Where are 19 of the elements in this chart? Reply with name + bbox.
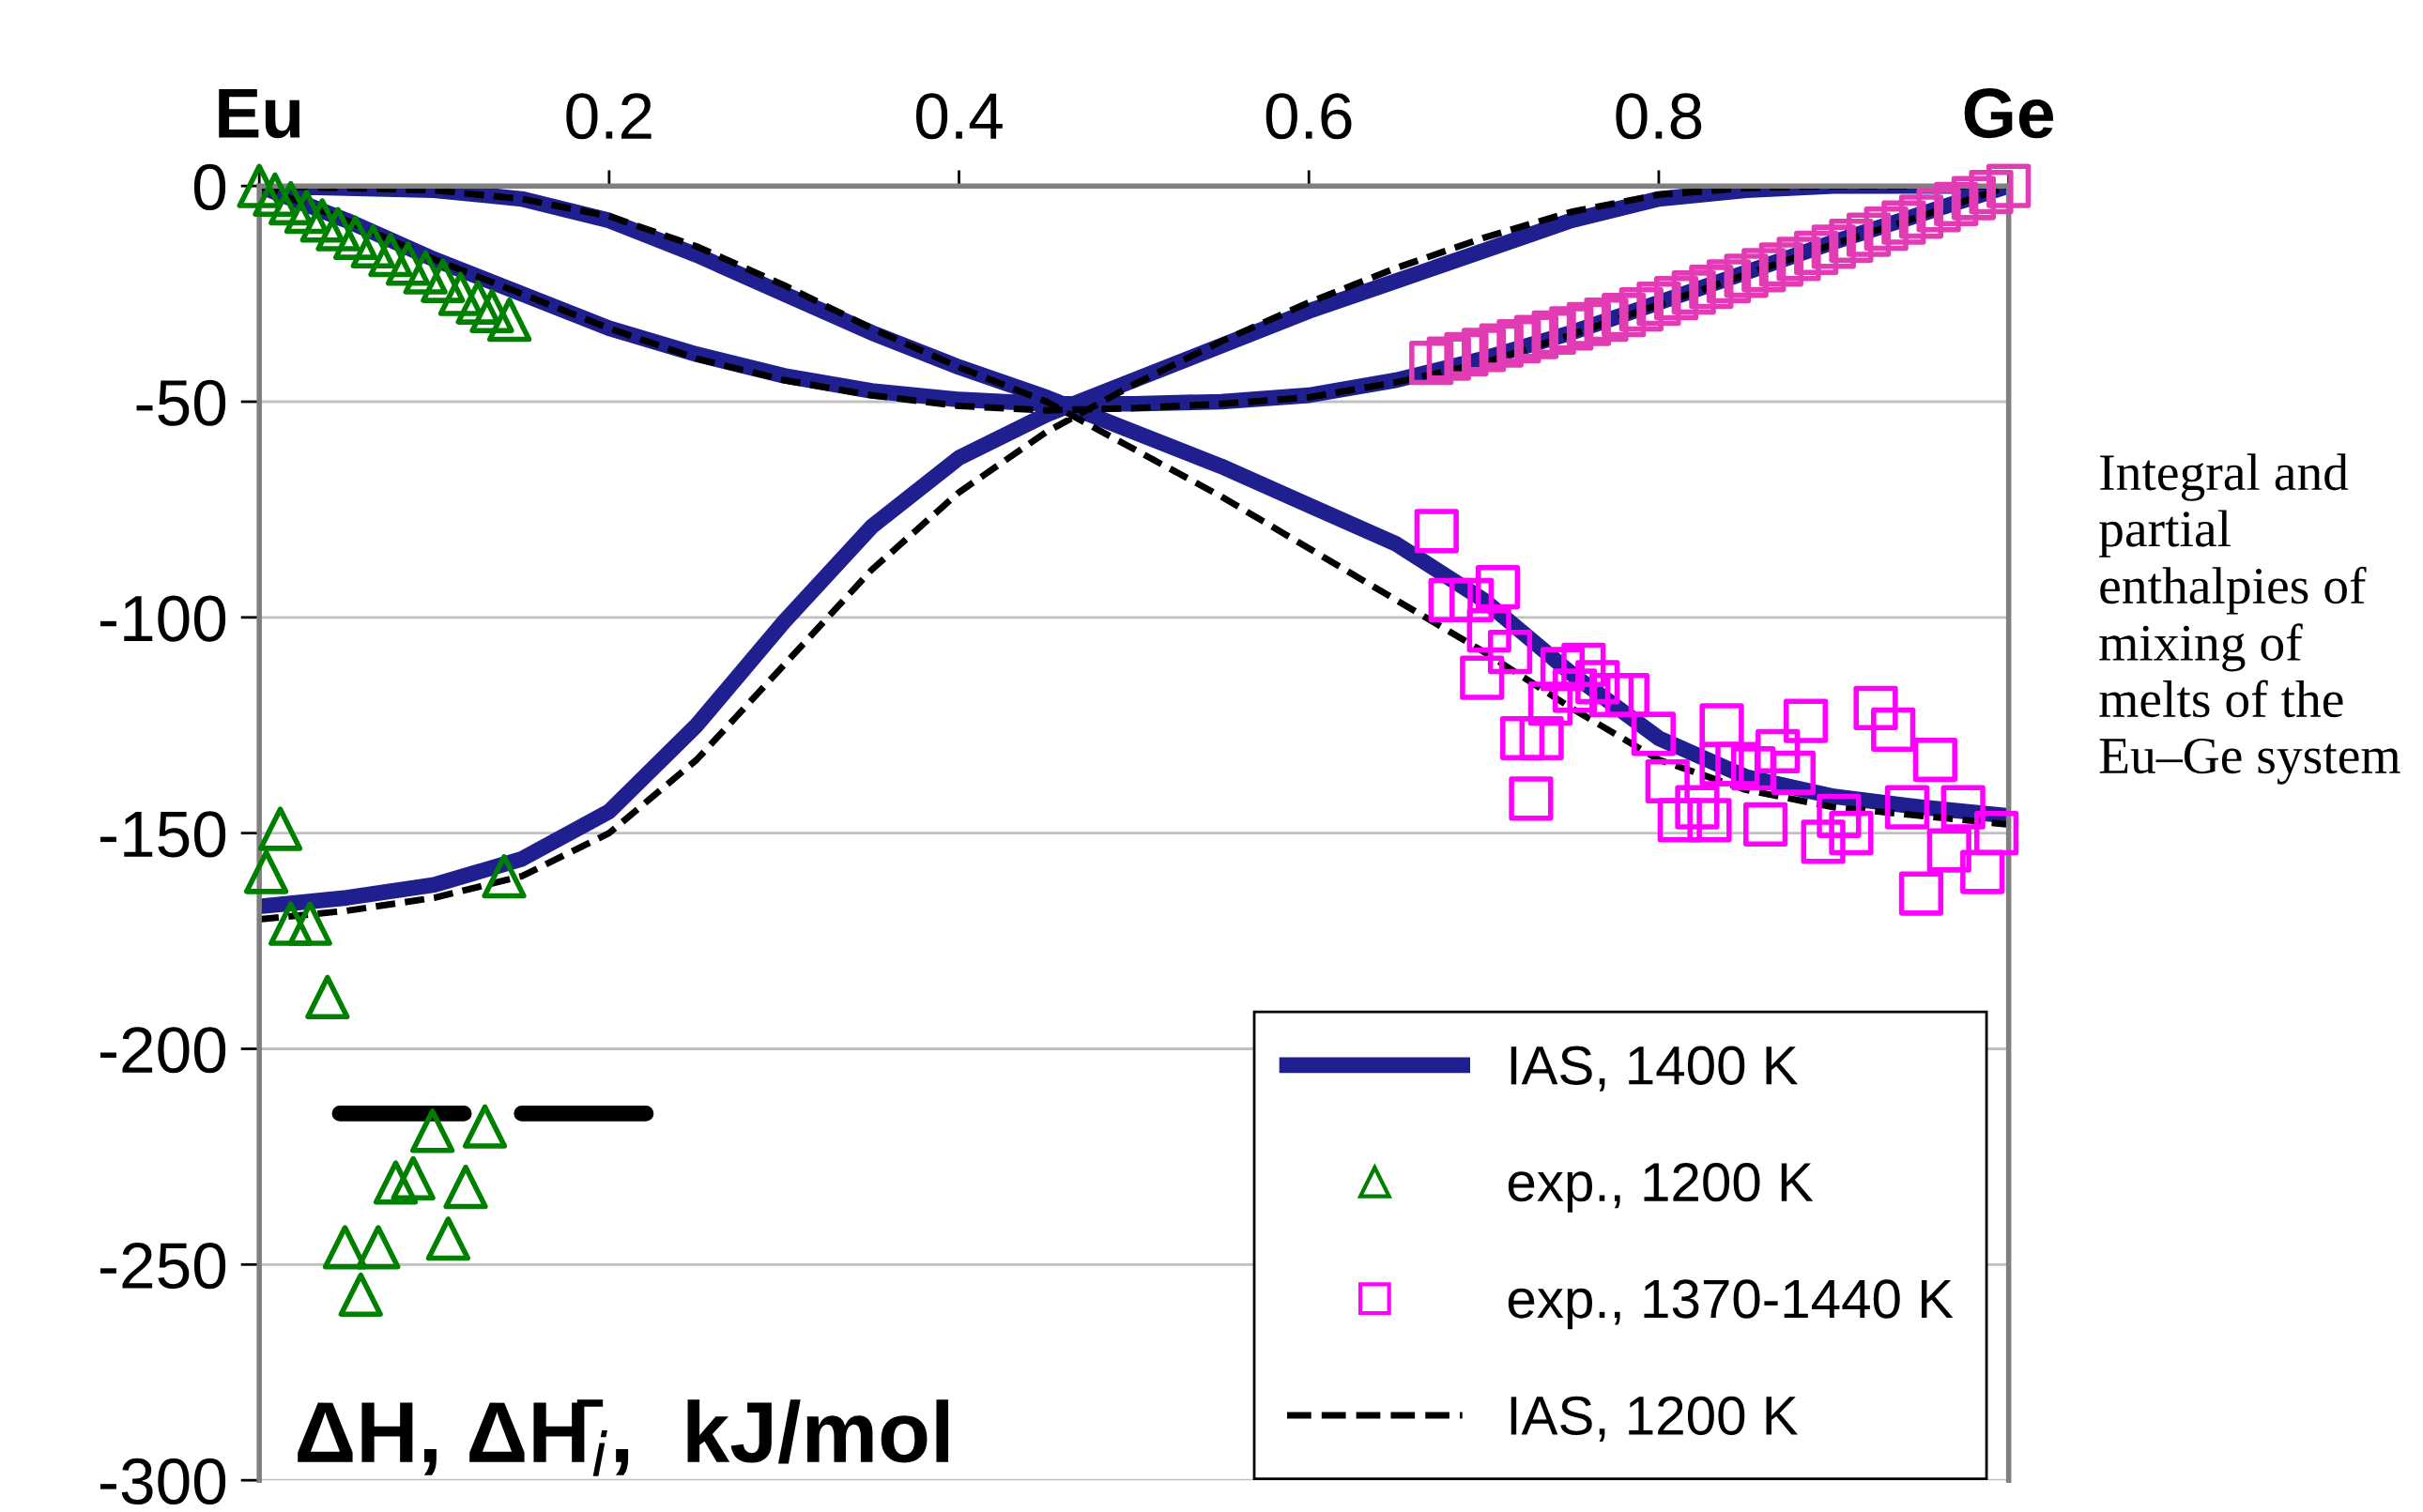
y-tick-label: -100 bbox=[100, 595, 226, 642]
legend-label: exp., 1370-1440 K bbox=[1508, 1279, 1954, 1330]
x-tick-label: 0.6 bbox=[1265, 93, 1352, 140]
legend-label: exp., 1200 K bbox=[1508, 1162, 1814, 1213]
y-tick-label: 0 bbox=[193, 163, 226, 210]
y-tick-label: -300 bbox=[100, 1458, 226, 1505]
x-tick-label: Eu bbox=[219, 88, 300, 139]
y-tick-label: -150 bbox=[100, 811, 226, 858]
text: Integral and partial enthalpies of mixing of melts of the Eu–Ge system bbox=[2099, 453, 2400, 785]
x-tick-label: 0.8 bbox=[1616, 93, 1702, 140]
x-tick-label: 0.2 bbox=[566, 93, 652, 140]
y-axis-title: ΔH, ΔH̄$_{i}$, kJ/mol bbox=[298, 1399, 949, 1476]
x-tick-label: Ge bbox=[1964, 88, 2054, 139]
legend-label: IAS, 1200 K bbox=[1511, 1396, 1799, 1442]
y-tick-label: -200 bbox=[100, 1027, 226, 1074]
y-tick-label: -250 bbox=[100, 1243, 226, 1290]
y-tick-label: -50 bbox=[136, 379, 226, 426]
x-tick-label: 0.4 bbox=[916, 93, 1003, 140]
legend-label: IAS, 1400 K bbox=[1511, 1046, 1799, 1092]
